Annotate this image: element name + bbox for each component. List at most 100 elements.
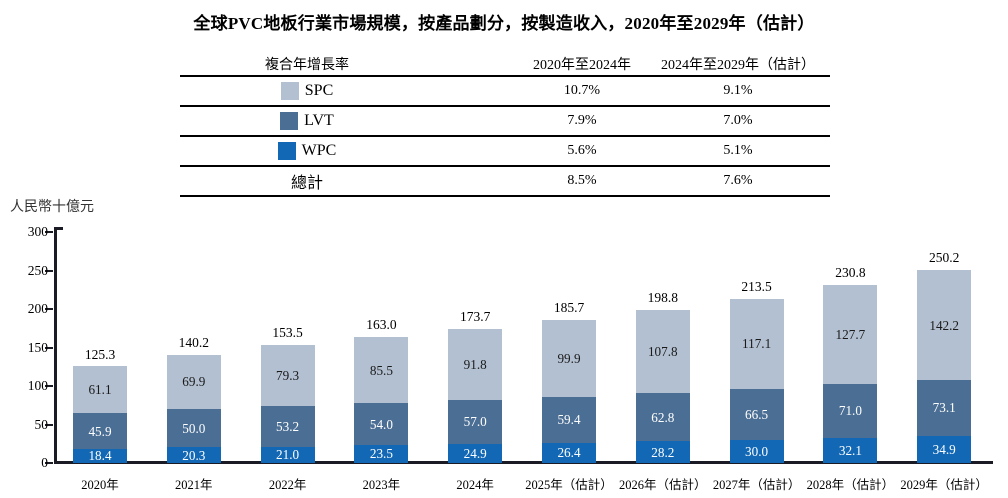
bar-value-spc-8: 127.7 [835, 326, 866, 342]
cagr-value-2024-2029-spc: 9.1% [723, 83, 753, 98]
bar-segment-spc-0 [73, 366, 127, 414]
bar-segment-spc-1 [166, 355, 221, 409]
cagr-value-2024-2029-wpc: 5.1% [723, 143, 753, 158]
bar-value-spc-4: 91.8 [463, 357, 487, 373]
cagr-value-2020-2024-wpc: 5.6% [567, 143, 597, 158]
y-tick-label-200: 200 [27, 301, 48, 316]
bar-total-6: 198.8 [647, 289, 678, 305]
bar-segment-spc-4 [448, 329, 503, 400]
bar-value-spc-9: 142.2 [929, 317, 960, 333]
y-axis-line [54, 227, 57, 463]
bar-value-lvt-1: 50.0 [182, 420, 206, 436]
bar-segment-wpc-4 [448, 443, 503, 463]
cagr-header-2020-2024: 2020年至2024年 [533, 57, 631, 73]
bar-value-spc-6: 107.8 [647, 343, 678, 359]
cagr-row-spc: SPC 10.7% 9.1% [180, 77, 830, 107]
bar-value-wpc-2: 21.0 [276, 447, 300, 463]
bar-segment-lvt-9 [917, 379, 972, 437]
bar-total-5: 185.7 [553, 300, 585, 315]
spc-legend-swatch-icon [280, 82, 299, 100]
bar-total-1: 140.2 [178, 335, 209, 351]
y-tick-label-250: 250 [27, 262, 48, 278]
y-axis-unit-label: 人民幣十億元 [10, 200, 94, 215]
bar-total-3: 163.0 [366, 317, 397, 333]
bar-value-lvt-2: 53.2 [276, 418, 300, 434]
bar-total-2: 153.5 [272, 324, 303, 340]
bar-segment-lvt-1 [166, 408, 221, 448]
bar-value-lvt-0: 45.9 [88, 423, 112, 439]
x-axis-label-1: 2021年 [175, 478, 213, 492]
bar-total-4: 173.7 [460, 309, 491, 325]
bar-value-wpc-9: 34.9 [932, 442, 956, 458]
bar-value-lvt-5: 59.4 [557, 412, 581, 428]
cagr-header-metric: 複合年增長率 [265, 57, 349, 73]
cagr-table-header-row: 複合年增長率 2020年至2024年 2024年至2029年（估計） [180, 52, 830, 77]
bar-segment-wpc-9 [917, 436, 972, 463]
y-tick-50 [45, 423, 53, 426]
bar-value-spc-0: 61.1 [88, 382, 112, 398]
x-axis-label-5: 2025年（估計） [525, 478, 613, 492]
cagr-row-label-cell-lvt: LVT [180, 107, 434, 135]
cagr-row-label-wpc: WPC [301, 142, 337, 159]
bar-value-wpc-6: 28.2 [651, 444, 675, 460]
bar-segment-lvt-4 [448, 399, 503, 444]
x-axis-line [54, 460, 993, 464]
bar-segment-lvt-6 [635, 392, 690, 442]
cagr-row-total: 總計 8.5% 7.6% [180, 167, 830, 197]
bar-value-spc-2: 79.3 [276, 367, 300, 383]
cagr-row-label-cell-total: 總計 [180, 167, 434, 195]
x-axis-label-4: 2024年 [456, 478, 494, 492]
x-axis-label-7: 2027年（估計） [712, 478, 801, 492]
bar-total-7: 213.5 [741, 278, 772, 294]
bar-value-spc-7: 117.1 [742, 336, 772, 352]
bar-total-0: 125.3 [84, 346, 116, 362]
bar-value-wpc-8: 32.1 [838, 443, 862, 459]
cagr-table: 複合年增長率 2020年至2024年 2024年至2029年（估計） SPC 10… [180, 52, 830, 197]
bar-segment-spc-5 [542, 320, 596, 397]
bar-value-spc-1: 69.9 [182, 374, 206, 390]
bar-segment-wpc-3 [354, 444, 409, 463]
cagr-value-2020-2024-spc: 10.7% [563, 83, 601, 98]
y-tick-100 [45, 385, 53, 387]
bar-value-wpc-5: 26.4 [557, 445, 581, 461]
bar-segment-spc-7 [729, 298, 784, 389]
y-tick-150 [45, 346, 53, 349]
bar-segment-spc-6 [635, 309, 690, 393]
bar-value-lvt-3: 54.0 [369, 416, 393, 432]
bar-segment-wpc-5 [542, 442, 596, 463]
bar-value-lvt-7: 66.5 [745, 406, 769, 422]
cagr-row-label-spc: SPC [304, 82, 334, 99]
chart-title: 全球PVC地板行業市場規模，按產品劃分，按製造收入，2020年至2029年（估計… [193, 14, 815, 33]
cagr-value-2024-2029-total: 7.6% [723, 173, 753, 188]
y-tick-label-0: 0 [41, 455, 48, 470]
bar-value-lvt-6: 62.8 [651, 409, 675, 425]
bar-segment-lvt-5 [542, 396, 596, 443]
bar-segment-spc-3 [354, 337, 409, 404]
bar-segment-wpc-2 [260, 446, 315, 463]
y-tick-300 [45, 231, 53, 233]
x-axis-label-3: 2023年 [362, 478, 401, 492]
bar-value-spc-3: 85.5 [369, 362, 393, 378]
cagr-header-2024-2029: 2024年至2029年（估計） [661, 57, 815, 73]
cagr-row-label-total: 總計 [290, 175, 323, 192]
x-axis-label-0: 2020年 [81, 478, 119, 492]
bar-segment-wpc-8 [823, 438, 878, 463]
bar-value-spc-5: 99.9 [557, 350, 581, 366]
x-axis-label-9: 2029年（估計） [900, 478, 988, 492]
cagr-table-body: SPC 10.7% 9.1% LVT 7.9% 7.0% WPC 5.6% 5.1% 總計 8.5%… [180, 77, 830, 197]
cagr-row-wpc: WPC 5.6% 5.1% [180, 137, 830, 167]
x-axis-label-8: 2028年（估計） [806, 478, 895, 492]
y-tick-label-50: 50 [34, 416, 49, 432]
x-axis-label-2: 2022年 [268, 478, 307, 492]
bar-segment-lvt-2 [260, 405, 315, 447]
bar-segment-lvt-0 [73, 413, 127, 449]
bar-segment-spc-2 [260, 344, 315, 406]
bar-value-wpc-3: 23.5 [369, 446, 393, 462]
cagr-row-label-cell-wpc: WPC [180, 137, 434, 165]
bar-segment-wpc-6 [635, 441, 690, 463]
bar-segment-lvt-3 [354, 403, 409, 445]
y-tick-200 [45, 308, 53, 310]
bar-segment-lvt-8 [823, 383, 878, 439]
bar-segment-spc-8 [823, 285, 878, 384]
